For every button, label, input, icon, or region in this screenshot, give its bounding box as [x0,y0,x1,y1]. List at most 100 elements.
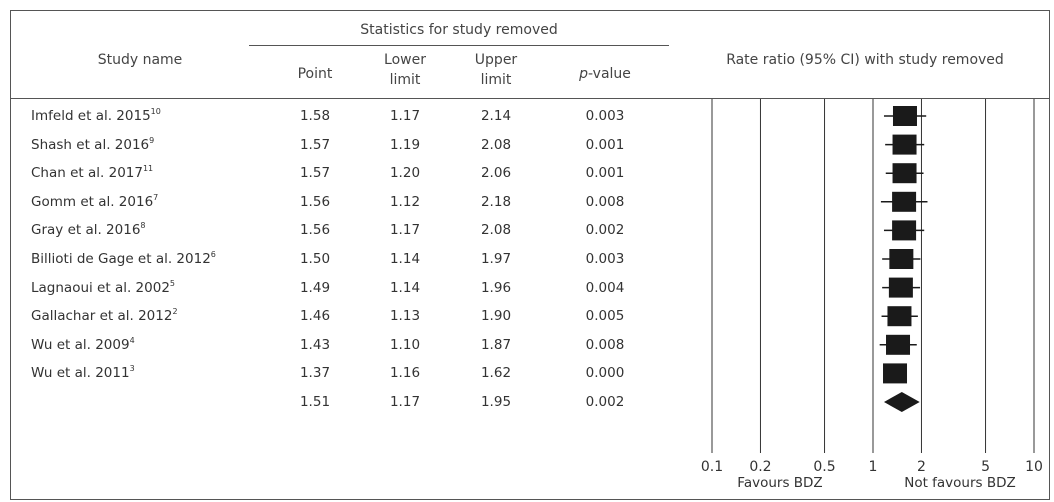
study-ref-number: 5 [169,278,175,288]
point-marker [883,363,908,384]
cell-point: 1.57 [299,136,331,153]
cell-lower: 1.17 [389,108,421,124]
cell-point: 1.57 [299,165,331,182]
cell-upper: 1.62 [480,365,512,382]
study-ref-number: 7 [153,192,159,202]
tick-label: 1 [869,459,878,475]
cell-point: 1.56 [299,193,331,210]
cell-p: 0.004 [585,279,625,296]
tick-label: 5 [981,459,990,475]
cell-upper: 2.08 [480,136,512,153]
header-bottom-rule [11,98,1049,99]
study-ref-number: 2 [172,307,178,317]
study-name: Chan et al. 201711 [31,165,153,182]
cell-point: 1.49 [299,279,331,296]
group-header: Statistics for study removed [360,22,558,38]
col-header-lower-2: limit [389,72,421,88]
study-name-text: Shash et al. 2016 [31,136,150,153]
cell-point: 1.58 [299,108,331,124]
study-name-text: Billioti de Gage et al. 2012 [31,251,211,267]
cell-lower: 1.14 [389,279,421,296]
cell-p: 0.003 [585,251,625,267]
col-header-upper-2: limit [480,72,512,88]
study-ref-number: 4 [129,335,135,345]
cell-lower: 1.16 [389,365,421,382]
study-ref-number: 10 [150,107,161,116]
study-name-text: Lagnaoui et al. 2002 [31,279,170,296]
cell-lower: 1.17 [389,222,421,239]
study-name-text: Gallachar et al. 2012 [31,308,173,325]
plot-header: Rate ratio (95% CI) with study removed [726,52,1004,68]
cell-p: 0.005 [585,308,625,325]
figure-frame [10,10,1050,500]
cell-upper: 2.14 [480,108,512,124]
cell-p: 0.000 [585,365,625,382]
point-marker [887,306,912,327]
cell-point: 1.50 [299,251,331,267]
point-marker [892,106,917,126]
favours-right-label: Not favours BDZ [904,475,1016,491]
summary-cell-p: 0.002 [585,394,625,410]
cell-p: 0.001 [585,165,625,182]
study-name: Billioti de Gage et al. 20126 [31,251,216,268]
study-name: Imfeld et al. 201510 [31,108,161,125]
summary-cell-point: 1.51 [299,394,331,410]
cell-point: 1.43 [299,336,331,353]
study-ref-number: 9 [149,135,155,145]
tick-label: 0.2 [749,459,771,475]
point-marker [888,277,913,298]
cell-upper: 2.18 [480,193,512,210]
cell-lower: 1.10 [389,336,421,353]
point-marker [889,249,914,269]
col-header-upper-1: Upper [474,52,518,68]
col-header-study: Study name [97,52,183,68]
cell-p: 0.008 [585,193,625,210]
point-marker [892,163,917,184]
cell-upper: 1.87 [480,336,512,353]
cell-lower: 1.14 [389,251,421,267]
col-header-pvalue: p-value [560,66,650,83]
group-header-rule [249,45,669,46]
tick-label: 2 [917,459,926,475]
favours-left-label: Favours BDZ [737,475,823,491]
point-marker [892,191,917,212]
study-ref-number: 3 [129,364,135,374]
study-name-text: Wu et al. 2011 [31,365,130,382]
study-name: Lagnaoui et al. 20025 [31,278,175,297]
study-name: Gallachar et al. 20122 [31,308,178,325]
summary-diamond [883,392,920,412]
study-ref-number: 11 [142,164,154,174]
tick-label: 10 [1025,459,1043,475]
study-ref-number: 6 [210,250,216,259]
study-name-text: Chan et al. 2017 [31,165,143,182]
point-marker [892,134,917,155]
study-name: Gomm et al. 20167 [31,192,159,211]
cell-p: 0.001 [585,136,625,153]
study-name-text: Gray et al. 2016 [31,222,141,239]
study-name: Wu et al. 20113 [31,365,135,382]
col-header-p-italic: p [579,66,588,82]
cell-lower: 1.20 [389,165,421,182]
study-name: Gray et al. 20168 [31,222,146,239]
cell-point: 1.56 [299,222,331,239]
study-name: Shash et al. 20169 [31,135,155,154]
cell-point: 1.37 [299,365,331,382]
col-header-p-rest: -value [587,66,631,82]
tick-label: 0.1 [701,459,723,475]
cell-p: 0.003 [585,108,625,124]
cell-upper: 2.08 [480,222,512,239]
study-name-text: Imfeld et al. 2015 [31,108,151,124]
cell-lower: 1.13 [389,308,421,325]
cell-lower: 1.19 [389,136,421,153]
study-name-text: Wu et al. 2009 [31,336,130,353]
cell-lower: 1.12 [389,193,421,210]
study-name: Wu et al. 20094 [31,335,135,354]
study-name-text: Gomm et al. 2016 [31,193,154,210]
summary-cell-upper: 1.95 [480,394,512,410]
cell-p: 0.002 [585,222,625,239]
cell-upper: 1.96 [480,279,512,296]
cell-upper: 1.90 [480,308,512,325]
tick-label: 0.5 [813,459,835,475]
cell-upper: 1.97 [480,251,512,267]
